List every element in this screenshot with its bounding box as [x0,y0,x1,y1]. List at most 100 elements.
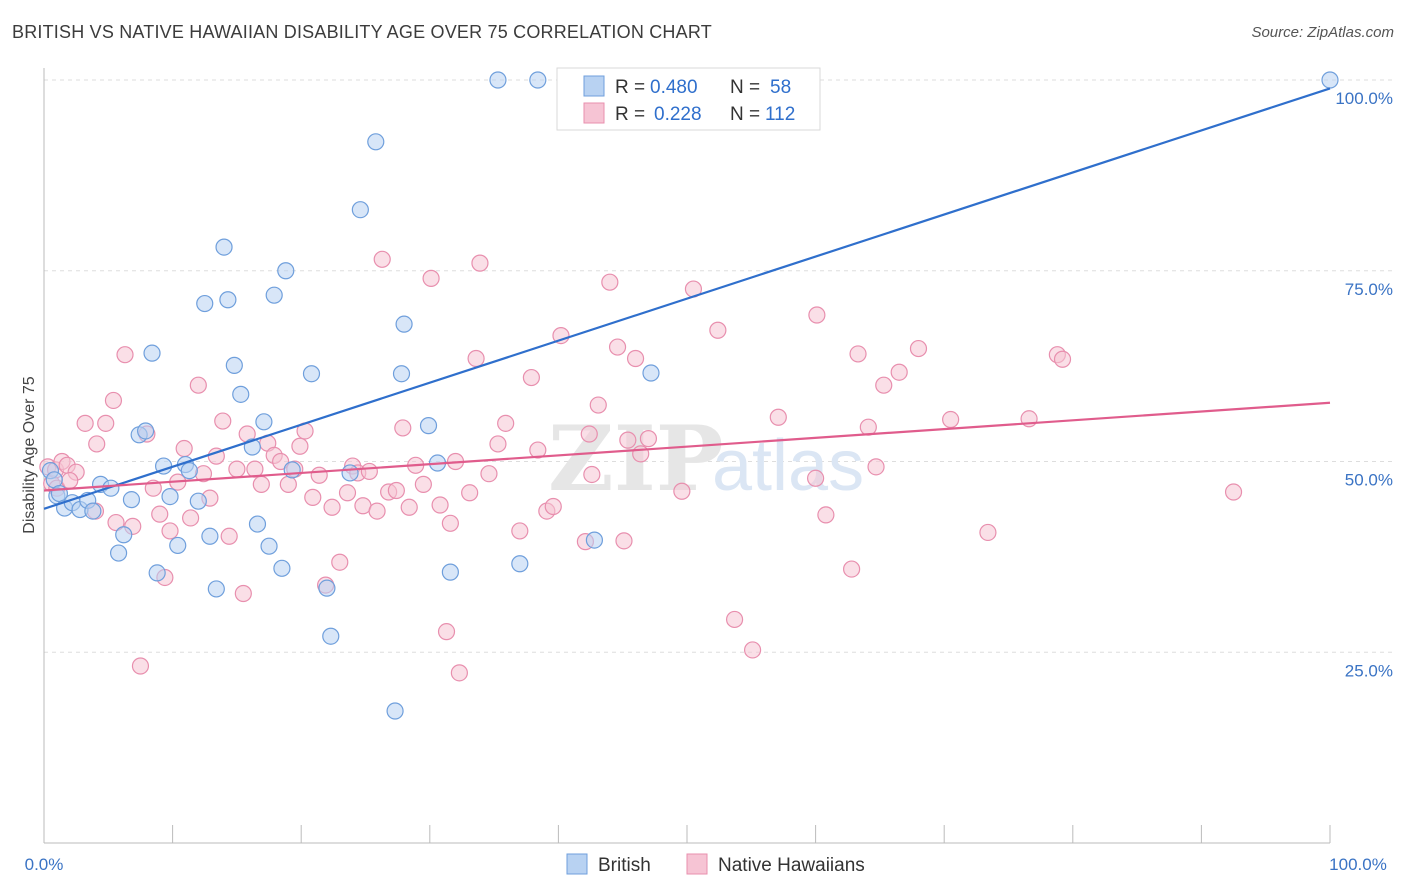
hawaiian-point [619,431,637,449]
british-point [283,461,301,479]
legend-british-swatch [566,853,588,875]
hawaiian-point [867,458,885,476]
hawaiian-point [400,498,418,516]
british-trend-line [43,87,1331,510]
hawaiian-point [639,430,658,448]
hawaiian-point [450,664,468,682]
british-point [180,462,198,480]
stats-legend-hawaiian-n-value: 112 [765,104,795,125]
stats-legend-british-n-value: 58 [770,77,791,98]
british-point [511,555,529,573]
watermark-atlas: atlas [712,426,864,506]
british-point [529,71,547,89]
british-point [143,344,161,362]
hawaiian-point [615,532,633,550]
british-point [351,201,369,219]
british-point [265,286,283,304]
british-point [1321,71,1339,89]
british-point [169,536,187,555]
british-point [273,559,291,577]
watermark: ZIP atlas [548,406,864,512]
hawaiian-point [522,368,540,387]
british-point [419,417,438,435]
stats-legend: R = 0.480 N = 58 R = 0.228 N = 112 [556,67,821,131]
hawaiian-point [489,435,507,453]
british-point [136,422,155,440]
british-point [395,315,413,333]
hawaiian-point [601,273,619,291]
british-point [148,564,166,582]
hawaiian-point [279,475,297,493]
hawaiian-point [544,497,562,516]
series-legend: British Native Hawaiians [566,853,865,876]
series-native-hawaiians [39,250,1243,682]
british-point [585,531,604,549]
hawaiian-point [304,488,322,506]
british-point [642,364,660,382]
trend-lines [43,87,1331,510]
hawaiian-point [214,412,232,430]
hawaiian-point [97,414,115,432]
stats-legend-british-swatch [583,75,605,97]
hawaiian-point [437,623,456,641]
hawaiian-point [626,349,645,368]
british-point [367,133,385,151]
stats-legend-hawaiian-n-label: N = [730,104,760,125]
hawaiian-point [189,376,207,394]
hawaiian-point [580,425,598,443]
hawaiian-point [843,560,861,578]
hawaiian-point [608,338,627,356]
british-point [232,385,250,403]
hawaiian-point [583,465,601,484]
hawaiian-point [942,410,960,429]
hawaiian-point [116,346,134,364]
hawaiian-point [338,484,357,502]
y-axis-label: Disability Age Over 75 [21,376,38,534]
british-point [489,71,507,89]
legend-hawaiian-label: Native Hawaiians [718,855,865,876]
stats-legend-british-n-label: N = [730,77,760,98]
hawaiian-point [725,610,744,629]
hawaiian-point [107,513,125,532]
hawaiian-point [272,452,290,471]
y-tick-label: 25.0% [1345,661,1393,680]
hawaiian-point [228,460,246,478]
hawaiian-point [368,502,386,520]
british-point [201,527,219,545]
british-point [102,479,120,497]
hawaiian-point [979,523,997,542]
legend-hawaiian-swatch [686,853,708,875]
british-point [122,491,141,509]
hawaiian-point [310,466,328,484]
hawaiian-point [323,498,341,516]
british-point [277,262,295,280]
hawaiian-point [808,306,826,324]
british-point [260,537,278,555]
hawaiian-point [849,345,867,363]
hawaiian-point [909,339,928,358]
hawaiian-point [252,475,270,493]
legend-british-label: British [598,855,651,876]
hawaiian-point [394,419,412,437]
stats-legend-hawaiian-r-label: R = [615,104,645,125]
hawaiian-point [480,465,498,483]
british-point [341,464,359,482]
hawaiian-point [331,553,349,571]
hawaiian-point [76,414,94,432]
british-point [196,294,214,313]
british-point [115,526,133,544]
british-point [441,563,459,581]
stats-legend-hawaiian-r-value: 0.228 [654,104,702,125]
hawaiian-point [291,437,309,455]
hawaiian-point [131,657,150,675]
stats-legend-british-r-label: R = [615,77,645,98]
hawaiian-point [589,396,607,414]
source-note: Source: ZipAtlas.com [1251,24,1394,41]
y-tick-label: 75.0% [1345,280,1393,299]
hawaiian-point [220,527,238,545]
y-tick-label: 100.0% [1335,89,1393,108]
british-point [219,291,237,309]
y-tick-label: 50.0% [1345,471,1393,490]
chart-title: BRITISH VS NATIVE HAWAIIAN DISABILITY AG… [12,22,712,42]
hawaiian-point [529,441,547,459]
